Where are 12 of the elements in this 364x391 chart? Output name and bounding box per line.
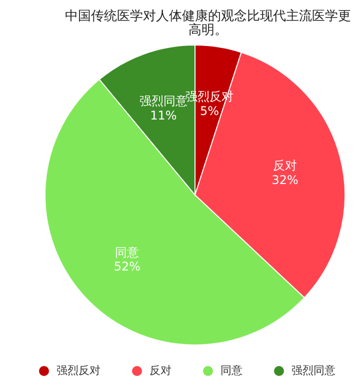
data-label: 11%: [150, 108, 177, 122]
chart-title: 中国传统医学对人体健康的观念比现代主流医学更高明。: [64, 9, 352, 38]
legend-label: 强烈反对: [56, 363, 100, 378]
data-label: 32%: [272, 172, 298, 187]
slice-label: 反对: [273, 158, 298, 172]
data-label: 5%: [200, 104, 220, 118]
slice-label: 强烈同意: [139, 94, 188, 108]
legend-label: 强烈同意: [292, 363, 336, 378]
slice-label: 同意: [115, 245, 140, 260]
legend-label: 反对: [150, 363, 172, 378]
data-label: 52%: [114, 260, 141, 274]
legend-label: 同意: [220, 363, 242, 378]
